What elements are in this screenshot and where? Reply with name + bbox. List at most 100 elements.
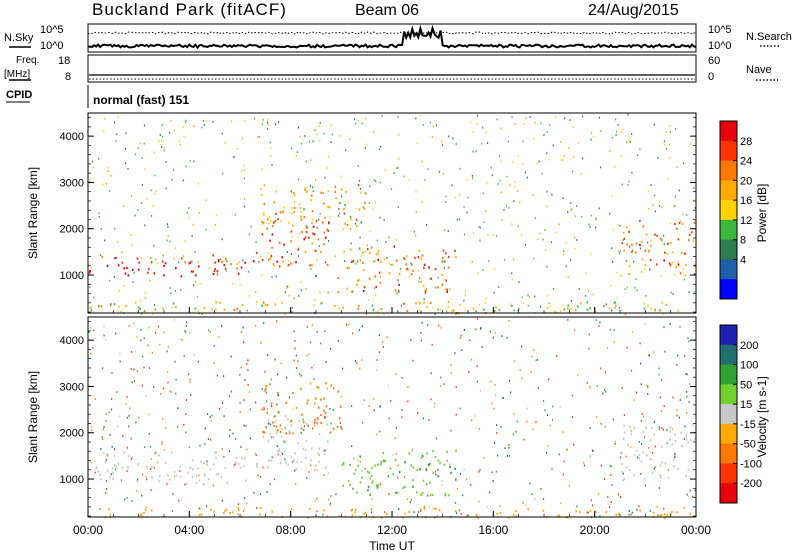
data-cell <box>242 259 244 262</box>
data-cell <box>280 362 282 365</box>
data-cell <box>643 477 646 480</box>
data-cell <box>560 502 562 505</box>
data-cell <box>505 204 508 207</box>
data-cell <box>531 355 533 358</box>
data-cell <box>534 121 536 124</box>
data-cell <box>161 443 163 445</box>
data-cell <box>254 452 257 455</box>
data-cell <box>161 124 163 127</box>
data-cell <box>445 279 447 282</box>
data-cell <box>432 450 434 453</box>
nsearch-tick-top: 10^5 <box>708 24 732 36</box>
data-cell <box>286 265 288 267</box>
data-cell <box>327 240 330 242</box>
data-cell <box>570 258 572 261</box>
colorbar-swatch <box>720 364 737 385</box>
data-cell <box>107 454 109 457</box>
data-cell <box>449 288 451 291</box>
data-cell <box>130 437 132 440</box>
data-cell <box>343 208 345 211</box>
data-cell <box>489 491 491 494</box>
data-cell <box>620 456 622 459</box>
data-cell <box>300 374 302 377</box>
data-cell <box>348 267 351 270</box>
data-cell <box>461 349 463 351</box>
data-cell <box>634 286 636 289</box>
colorbar-swatch <box>720 239 737 260</box>
data-cell <box>185 399 187 401</box>
data-cell <box>693 290 695 293</box>
data-cell <box>189 466 192 469</box>
data-cell <box>604 425 606 428</box>
data-cell <box>329 206 331 209</box>
data-cell <box>546 265 548 268</box>
data-cell <box>658 367 660 370</box>
data-cell <box>114 227 116 230</box>
data-cell <box>152 312 154 315</box>
data-cell <box>644 264 647 267</box>
data-cell <box>357 279 359 282</box>
data-cell <box>89 269 91 273</box>
data-cell <box>339 422 341 424</box>
data-cell <box>326 423 329 426</box>
data-cell <box>158 140 160 143</box>
data-cell <box>434 268 437 271</box>
data-cell <box>683 506 685 509</box>
data-cell <box>345 149 347 151</box>
data-cell <box>277 450 279 453</box>
data-cell <box>170 292 172 295</box>
data-cell <box>232 432 234 435</box>
data-cell <box>359 259 361 262</box>
data-cell <box>211 308 213 311</box>
data-cell <box>543 134 545 136</box>
data-cell <box>289 432 291 435</box>
data-cell <box>199 507 201 510</box>
data-cell <box>212 272 215 276</box>
data-cell <box>648 354 650 357</box>
data-cell <box>602 392 604 395</box>
data-cell <box>427 494 429 497</box>
data-cell <box>312 225 315 228</box>
data-cell <box>365 117 367 120</box>
data-cell <box>670 131 672 134</box>
data-cell <box>406 267 408 270</box>
data-cell <box>316 226 318 229</box>
data-cell <box>266 304 269 307</box>
data-cell <box>191 260 193 263</box>
data-cell <box>247 369 249 371</box>
data-cell <box>89 326 91 329</box>
data-cell <box>324 216 326 219</box>
data-cell <box>661 206 663 209</box>
data-cell <box>440 385 442 388</box>
data-cell <box>368 471 371 474</box>
data-cell <box>99 508 101 511</box>
data-cell <box>88 271 91 274</box>
data-cell <box>615 513 618 516</box>
data-cell <box>242 510 245 512</box>
data-cell <box>355 262 357 265</box>
data-cell <box>192 270 194 273</box>
data-cell <box>275 123 277 126</box>
data-cell <box>215 301 217 304</box>
data-cell <box>340 405 342 408</box>
data-cell <box>293 459 295 462</box>
data-cell <box>200 460 202 463</box>
data-cell <box>492 336 494 339</box>
data-cell <box>676 409 678 411</box>
data-cell <box>527 304 529 307</box>
data-cell <box>290 424 293 427</box>
data-cell <box>483 308 485 311</box>
data-cell <box>450 364 452 366</box>
data-cell <box>290 240 292 243</box>
data-cell <box>343 212 346 215</box>
data-cell <box>281 301 283 304</box>
data-cell <box>605 510 608 514</box>
data-cell <box>339 134 341 137</box>
data-cell <box>149 367 151 369</box>
data-cell <box>608 506 611 509</box>
data-cell <box>160 393 162 395</box>
data-cell <box>628 245 631 248</box>
data-cell <box>669 222 672 225</box>
data-cell <box>623 414 625 416</box>
data-cell <box>315 220 318 223</box>
